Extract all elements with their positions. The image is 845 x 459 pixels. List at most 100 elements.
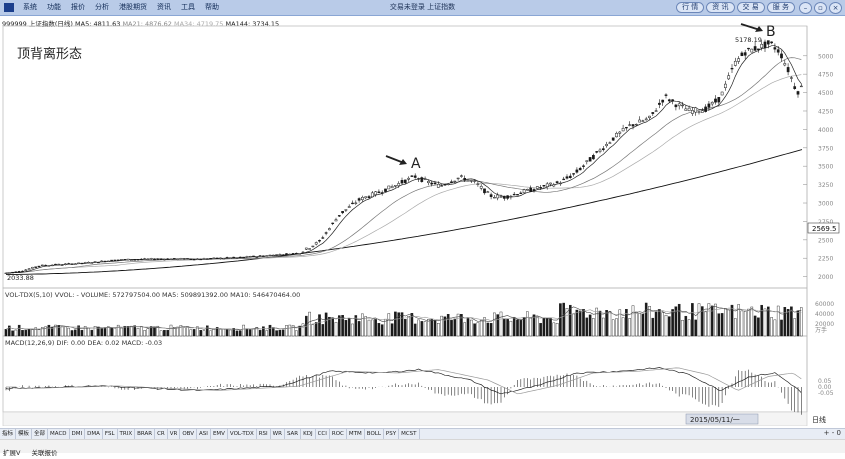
candle-body (496, 194, 500, 199)
candle-body (60, 264, 64, 266)
menu-help[interactable]: 帮助 (205, 3, 219, 11)
tab-boll[interactable]: BOLL (365, 429, 384, 440)
tab-rsi[interactable]: RSI (257, 429, 271, 440)
candle-body (80, 262, 84, 265)
menu-hk-futures[interactable]: 港股期货 (119, 3, 147, 11)
volume-bar (483, 317, 486, 337)
tab-psy[interactable]: PSY (384, 429, 400, 440)
volume-bar (575, 309, 579, 337)
tab-brar[interactable]: BRAR (135, 429, 156, 440)
volume-bar (793, 318, 796, 337)
tab-mtm[interactable]: MTM (347, 429, 365, 440)
tab-all[interactable]: 全部 (32, 429, 49, 440)
tab-mcst[interactable]: MCST (399, 429, 420, 440)
tab-indicator[interactable]: 指标 (0, 429, 17, 440)
tab-dma[interactable]: DMA (85, 429, 103, 440)
candle-body (486, 191, 490, 193)
menu-system[interactable]: 系统 (23, 3, 37, 11)
candle-body (420, 177, 424, 182)
zoom-out-icon[interactable]: - (831, 429, 835, 437)
volume-bar (681, 319, 684, 337)
candle-body (387, 185, 391, 190)
candle-body (664, 94, 668, 96)
candle-body (397, 183, 401, 186)
volume-bar (767, 306, 770, 337)
candle-body (394, 185, 397, 187)
volume-bar (750, 306, 754, 337)
candle-body (783, 63, 787, 66)
candle-body (799, 85, 803, 88)
candle-body (539, 187, 542, 189)
volume-bar (532, 314, 536, 337)
zoom-controls: + - 0 (824, 429, 841, 437)
arrow-b-icon (740, 23, 761, 31)
menu-function[interactable]: 功能 (47, 3, 61, 11)
ma5-value: MA5: 4811.63 (75, 20, 121, 28)
arrow-a-head-icon (399, 159, 407, 165)
volume-bar (172, 327, 176, 337)
minimize-icon[interactable]: – (799, 2, 812, 14)
tab-kdj[interactable]: KDJ (301, 429, 316, 440)
tab-asi[interactable]: ASI (197, 429, 211, 440)
menu-quote[interactable]: 报价 (71, 3, 85, 11)
volume-bar (786, 309, 790, 337)
trade-button[interactable]: 交 易 (736, 2, 765, 13)
tab-emv[interactable]: EMV (211, 429, 228, 440)
candle-body (258, 255, 262, 257)
zoom-in-icon[interactable]: + (823, 429, 830, 437)
zoom-reset-icon[interactable]: 0 (836, 429, 841, 437)
menu-analysis[interactable]: 分析 (95, 3, 109, 11)
market-button[interactable]: 行 情 (676, 2, 705, 13)
candle-body (760, 43, 764, 49)
volume-bar (344, 320, 348, 337)
tab-template[interactable]: 模板 (16, 429, 33, 440)
candle-body (710, 101, 714, 105)
candle-body (202, 258, 206, 260)
candle-body (265, 255, 269, 257)
close-icon[interactable]: × (829, 2, 842, 14)
tab-cci[interactable]: CCI (316, 429, 330, 440)
expand-button[interactable]: 扩展V (3, 449, 21, 457)
candle-body (308, 248, 311, 250)
news-button[interactable]: 资 讯 (706, 2, 735, 13)
chart-area[interactable]: 2015/05/11/一 日线 5000 4750 4500 4250 4000 3750… (0, 16, 845, 426)
tab-cr[interactable]: CR (155, 429, 168, 440)
volume-bar (179, 325, 183, 337)
candle-body (634, 123, 638, 126)
menu-info[interactable]: 资讯 (157, 3, 171, 11)
volume-bar (21, 330, 24, 337)
candle-body (176, 258, 179, 260)
tab-sar[interactable]: SAR (285, 429, 302, 440)
volume-bar (176, 326, 179, 337)
candle-body (304, 247, 308, 250)
maximize-icon[interactable]: ▫ (814, 2, 827, 14)
tab-trix[interactable]: TRIX (118, 429, 136, 440)
service-button[interactable]: 服 务 (766, 2, 795, 13)
candle-body (644, 118, 648, 121)
volume-bar (539, 323, 542, 337)
menu-tools[interactable]: 工具 (181, 3, 195, 11)
tab-roc[interactable]: ROC (330, 429, 347, 440)
candle-body (625, 126, 628, 129)
volume-bar (7, 325, 11, 337)
volume-bar (205, 325, 209, 337)
volume-bar (169, 324, 173, 337)
price-tick-label: 4750 (818, 72, 833, 79)
volume-bar (760, 304, 763, 337)
candle-body (37, 265, 41, 268)
tab-fsl[interactable]: FSL (103, 429, 118, 440)
tab-wr[interactable]: WR (271, 429, 285, 440)
candle-body (120, 259, 123, 261)
volume-info-line: VOL-TDX(5,10) VVOL: - VOLUME: 572797504.… (5, 291, 300, 299)
tab-obv[interactable]: OBV (180, 429, 198, 440)
volume-bar (83, 326, 87, 337)
candle-body (361, 196, 364, 201)
tab-macd[interactable]: MACD (48, 429, 70, 440)
volume-bar (354, 315, 358, 337)
related-quote-button[interactable]: 关联报价 (31, 449, 58, 457)
tab-vol-tdx[interactable]: VOL-TDX (228, 429, 257, 440)
candle-body (7, 272, 11, 274)
tab-dmi[interactable]: DMI (70, 429, 86, 440)
volume-bar (625, 309, 628, 337)
tab-vr[interactable]: VR (168, 429, 181, 440)
